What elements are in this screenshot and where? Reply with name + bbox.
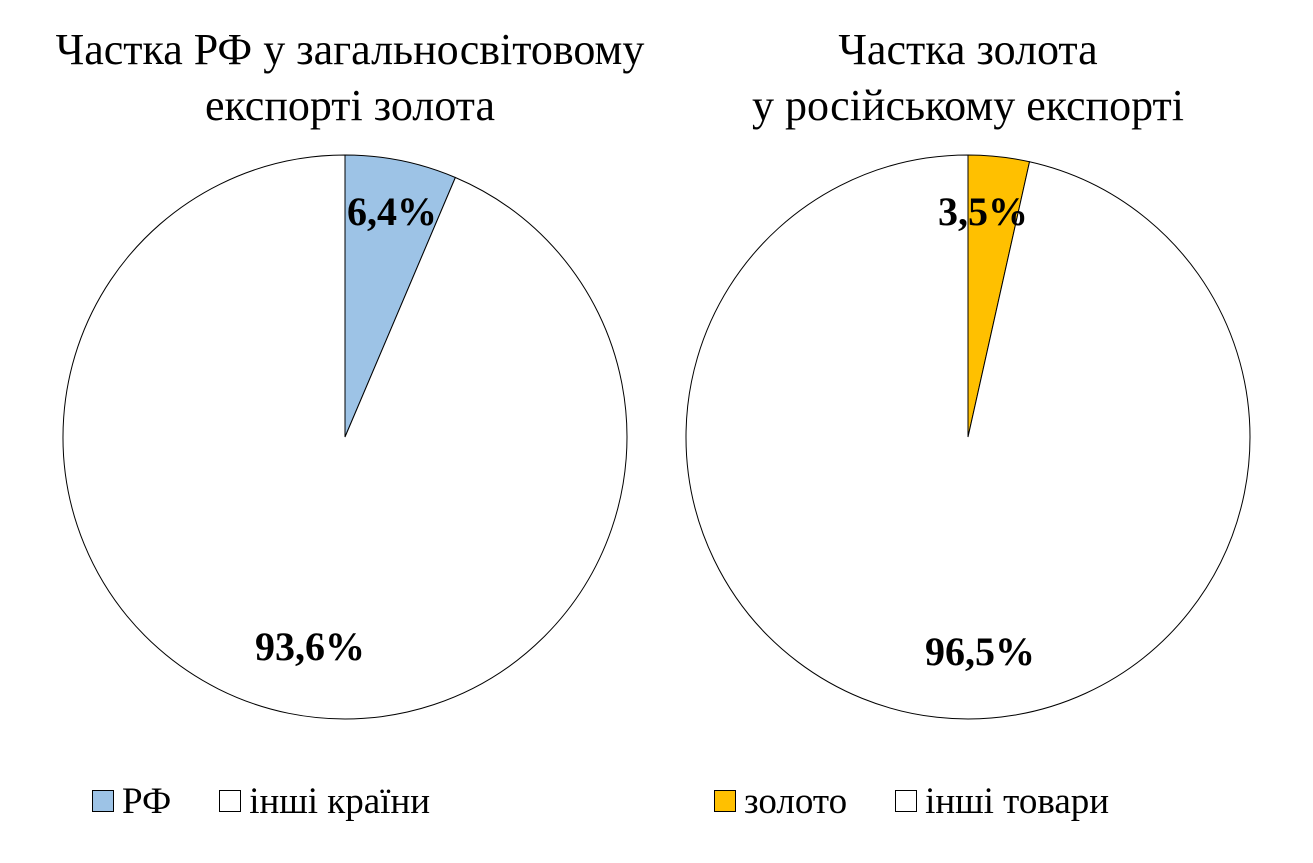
chart-title-right-line-2: у російському експорті <box>752 81 1184 130</box>
legend-swatch-rf <box>92 790 114 812</box>
data-label-rf: 6,4% <box>347 189 437 234</box>
legend-item-rf: РФ <box>92 780 171 823</box>
chart-title-left-line-2: експорті золота <box>205 81 495 130</box>
legend-label-other-countries: інші країни <box>249 780 431 822</box>
chart-title-right-line-1: Частка золота <box>838 25 1098 74</box>
pie-slice-other-goods <box>685 154 1251 720</box>
legend-left: РФ інші країни <box>92 778 478 824</box>
pie-slice-rf <box>344 154 457 438</box>
chart-title-left: Частка РФ у загальносвітовому експорті з… <box>30 22 670 134</box>
legend-label-other-goods: інші товари <box>925 780 1110 822</box>
legend-item-other-countries: інші країни <box>219 780 430 823</box>
data-label-other-countries: 93,6% <box>255 624 365 669</box>
legend-swatch-other-countries <box>219 790 242 812</box>
data-label-other-goods: 96,5% <box>925 629 1035 674</box>
legend-swatch-other-goods <box>895 790 918 812</box>
legend-label-rf: РФ <box>122 780 172 822</box>
legend-item-gold: золото <box>714 780 847 823</box>
data-label-gold: 3,5% <box>938 189 1028 234</box>
chart-title-right: Частка золота у російському експорті <box>648 22 1288 134</box>
legend-label-gold: золото <box>744 780 848 822</box>
legend-swatch-gold <box>714 790 736 812</box>
legend-right: золото інші товари <box>714 778 1157 824</box>
pie-slice-other-countries <box>62 154 628 720</box>
legend-item-other-goods: інші товари <box>895 780 1109 823</box>
chart-title-left-line-1: Частка РФ у загальносвітовому <box>55 25 645 74</box>
